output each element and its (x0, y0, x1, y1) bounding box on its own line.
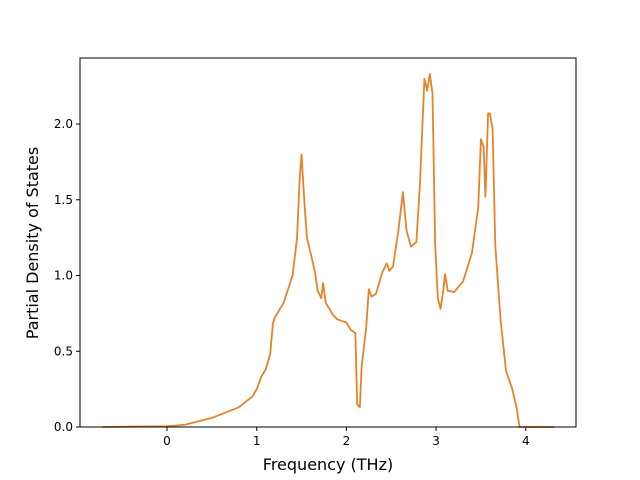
y-axis-label: Partial Density of States (23, 147, 42, 339)
x-axis-label: Frequency (THz) (263, 455, 393, 474)
y-tick-label: 0.0 (54, 420, 73, 434)
y-tick-label: 0.5 (54, 344, 73, 358)
line (102, 73, 555, 428)
x-tick-label: 3 (432, 434, 440, 448)
axes-frame (79, 57, 577, 428)
y-tick-label: 1.5 (54, 193, 73, 207)
x-tick-label: 0 (163, 434, 171, 448)
x-tick-label: 2 (343, 434, 351, 448)
y-tick-label: 1.0 (54, 269, 73, 283)
y-tick-label: 2.0 (54, 117, 73, 131)
x-tick-label: 1 (253, 434, 261, 448)
x-tick-label: 4 (522, 434, 530, 448)
